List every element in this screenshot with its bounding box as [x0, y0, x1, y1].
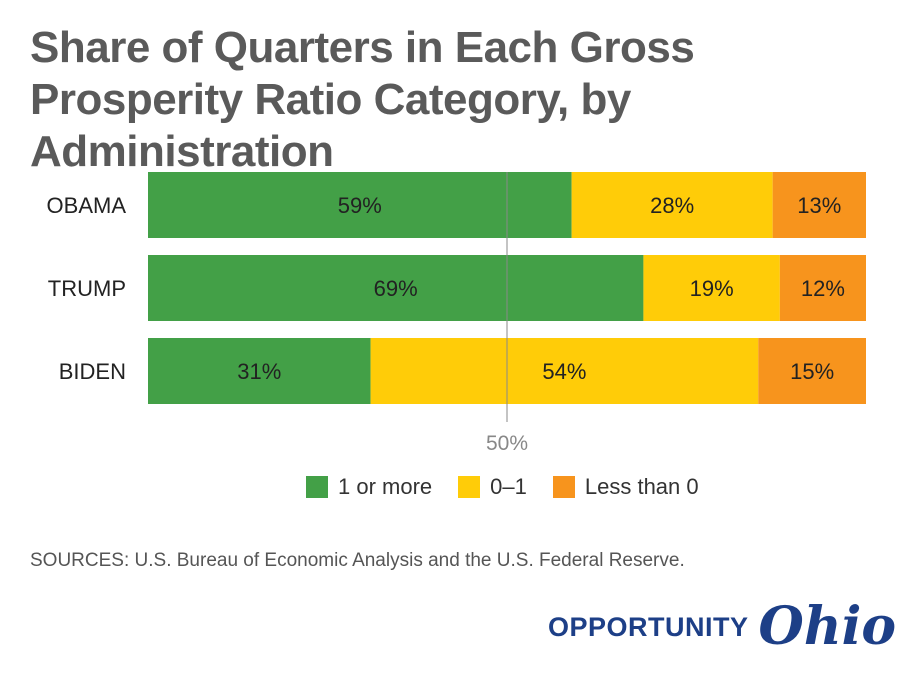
legend-swatch-yellow: [458, 476, 481, 498]
data-label-trump-less-than-0: 12%: [801, 276, 845, 301]
legend-swatch-green: [306, 476, 328, 498]
legend-item-0-1: 0–1: [458, 474, 527, 500]
data-label-obama-less-than-0: 13%: [797, 193, 841, 218]
bar-obama-less-than-0: [772, 172, 866, 238]
logo-script: Ohio: [758, 596, 897, 657]
data-label-biden-1-or-more: 31%: [237, 359, 281, 384]
legend-swatch-orange: [552, 476, 575, 498]
category-label-trump: TRUMP: [48, 276, 126, 301]
bar-biden-less-than-0: [758, 338, 866, 404]
bar-obama-1-or-more: [148, 172, 572, 238]
bar-trump-1-or-more: [148, 255, 644, 321]
category-label-obama: OBAMA: [47, 193, 127, 218]
legend-item-less-than-0: Less than 0: [552, 474, 699, 500]
data-label-obama-0-1: 28%: [650, 193, 694, 218]
legend-label: 0–1: [490, 474, 527, 499]
data-label-biden-0-1: 54%: [542, 359, 586, 384]
legend-label: 1 or more: [338, 474, 433, 499]
bar-trump-less-than-0: [779, 255, 866, 321]
chart-legend: 1 or more 0–1 Less than 0: [306, 474, 699, 500]
legend-item-1-or-more: 1 or more: [306, 474, 432, 500]
stacked-bar-chart: OBAMA 59% 28% 13% TRUMP 69% 19% 12% BIDEN 31% 54% 1…: [47, 172, 866, 455]
logo-wordmark: OPPORTUNITY: [548, 611, 749, 642]
data-label-obama-1-or-more: 59%: [338, 193, 382, 218]
category-label-biden: BIDEN: [59, 359, 126, 384]
bar-biden-0-1: [370, 338, 759, 404]
data-label-trump-0-1: 19%: [690, 276, 734, 301]
legend-label: Less than 0: [584, 474, 699, 499]
chart-title: Share of Quarters in Each Gross Prosperi…: [30, 23, 695, 176]
bar-obama-0-1: [571, 172, 773, 238]
data-label-biden-less-than-0: 15%: [790, 359, 834, 384]
opportunity-ohio-logo: OPPORTUNITY Ohio: [548, 592, 896, 662]
bar-biden-1-or-more: [148, 338, 371, 404]
bar-trump-0-1: [643, 255, 780, 321]
data-label-trump-1-or-more: 69%: [374, 276, 418, 301]
reference-line-label: 50%: [486, 432, 528, 455]
source-note: SOURCES: U.S. Bureau of Economic Analysi…: [30, 550, 685, 571]
